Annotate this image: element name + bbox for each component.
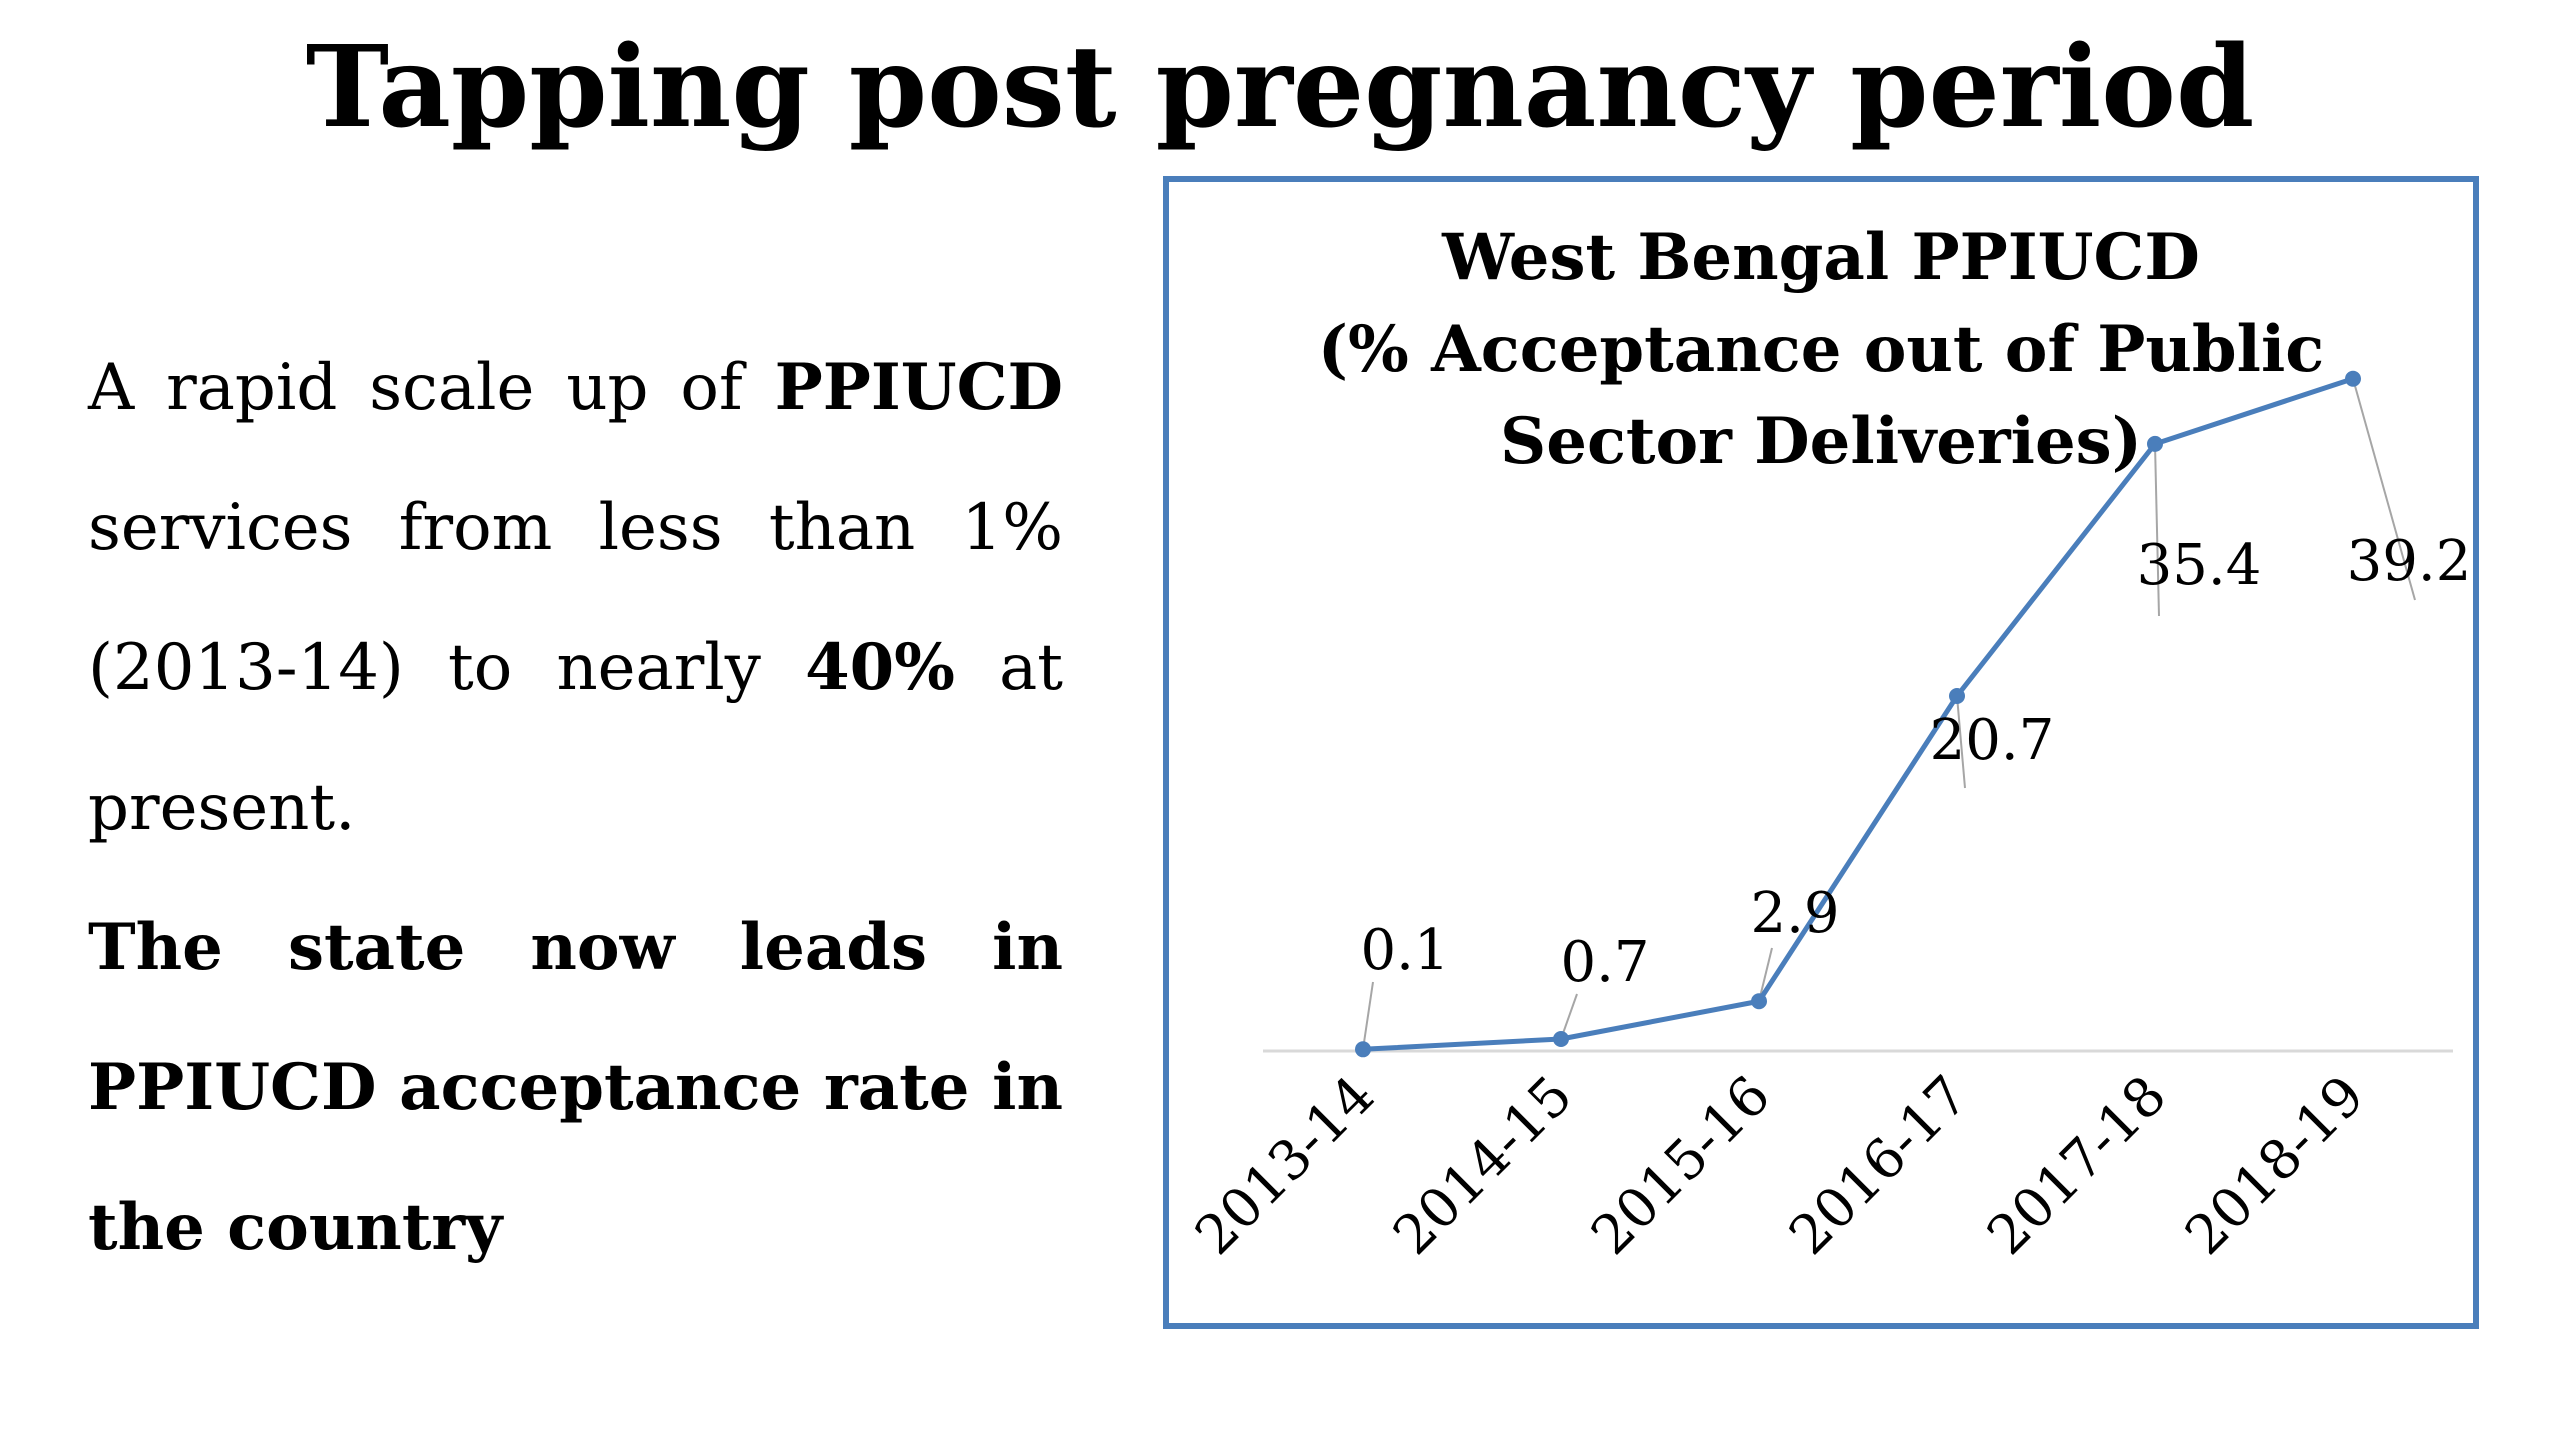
chart-title: West Bengal PPIUCD (% Acceptance out of … <box>1169 212 2473 488</box>
leader-line-2018-19 <box>2352 378 2416 601</box>
paragraph-scale-up-seg1: A rapid scale up of <box>88 351 775 425</box>
paragraph-scale-up-ppiucd: PPIUCD <box>774 350 1063 425</box>
x-tick-2018-19: 2018-19 <box>2173 1064 2376 1267</box>
paragraph-scale-up-40pct: 40% <box>805 630 955 705</box>
chart-title-line-1: West Bengal PPIUCD <box>1442 220 2200 295</box>
leader-line-2015-16 <box>1758 947 1773 1002</box>
data-labels: 0.1 0.7 2.9 20.7 35.4 39.2 <box>1360 529 2471 995</box>
data-label-2014-15: 0.7 <box>1560 930 1649 995</box>
data-label-2017-18: 35.4 <box>2137 533 2262 598</box>
leader-lines <box>1362 378 2416 1050</box>
x-tick-2017-18: 2017-18 <box>1975 1064 2178 1267</box>
data-label-2015-16: 2.9 <box>1750 881 1839 946</box>
paragraph-state-leads-text: The state now leads in PPIUCD acceptance… <box>88 910 1063 1265</box>
data-label-2013-14: 0.1 <box>1360 918 1449 983</box>
x-tick-labels: 2013-142014-152015-162016-172017-182018-… <box>1183 1064 2376 1267</box>
leader-line-2016-17 <box>1956 695 1966 789</box>
x-tick-2013-14: 2013-14 <box>1183 1064 1386 1267</box>
paragraph-scale-up: A rapid scale up of PPIUCD services from… <box>88 318 1063 878</box>
x-tick-2014-15: 2014-15 <box>1381 1064 1584 1267</box>
data-label-2018-19: 39.2 <box>2347 529 2472 594</box>
leader-line-2013-14 <box>1362 981 1374 1050</box>
data-label-2016-17: 20.7 <box>1930 708 2055 773</box>
chart-title-line-2: (% Acceptance out of Public <box>1317 312 2325 387</box>
data-point-2013-14 <box>1355 1041 1371 1058</box>
leader-line-2017-18 <box>2154 443 2160 617</box>
series-line <box>1362 376 2354 1052</box>
line-chart: 0.1 0.7 2.9 20.7 35.4 39.2 2013-142014-152015… <box>1183 370 2471 1267</box>
x-tick-2015-16: 2015-16 <box>1579 1064 1782 1267</box>
data-point-2016-17 <box>1949 687 1965 704</box>
body-text: A rapid scale up of PPIUCD services from… <box>88 318 1063 1298</box>
chart-title-line-3: Sector Deliveries) <box>1500 404 2142 479</box>
data-point-2017-18 <box>2147 435 2163 452</box>
data-points <box>1355 370 2361 1058</box>
data-point-2014-15 <box>1553 1030 1569 1047</box>
chart-frame: West Bengal PPIUCD (% Acceptance out of … <box>1163 176 2479 1329</box>
x-tick-2016-17: 2016-17 <box>1777 1064 1980 1267</box>
slide-title: Tapping post pregnancy period <box>305 22 2255 153</box>
data-point-2015-16 <box>1751 993 1767 1010</box>
data-point-2018-19 <box>2345 370 2361 387</box>
paragraph-scale-up-seg5: at present. <box>88 631 1064 845</box>
paragraph-scale-up-seg3: services from less than 1% (2013-14) to … <box>88 491 1063 705</box>
paragraph-state-leads: The state now leads in PPIUCD acceptance… <box>88 878 1063 1298</box>
